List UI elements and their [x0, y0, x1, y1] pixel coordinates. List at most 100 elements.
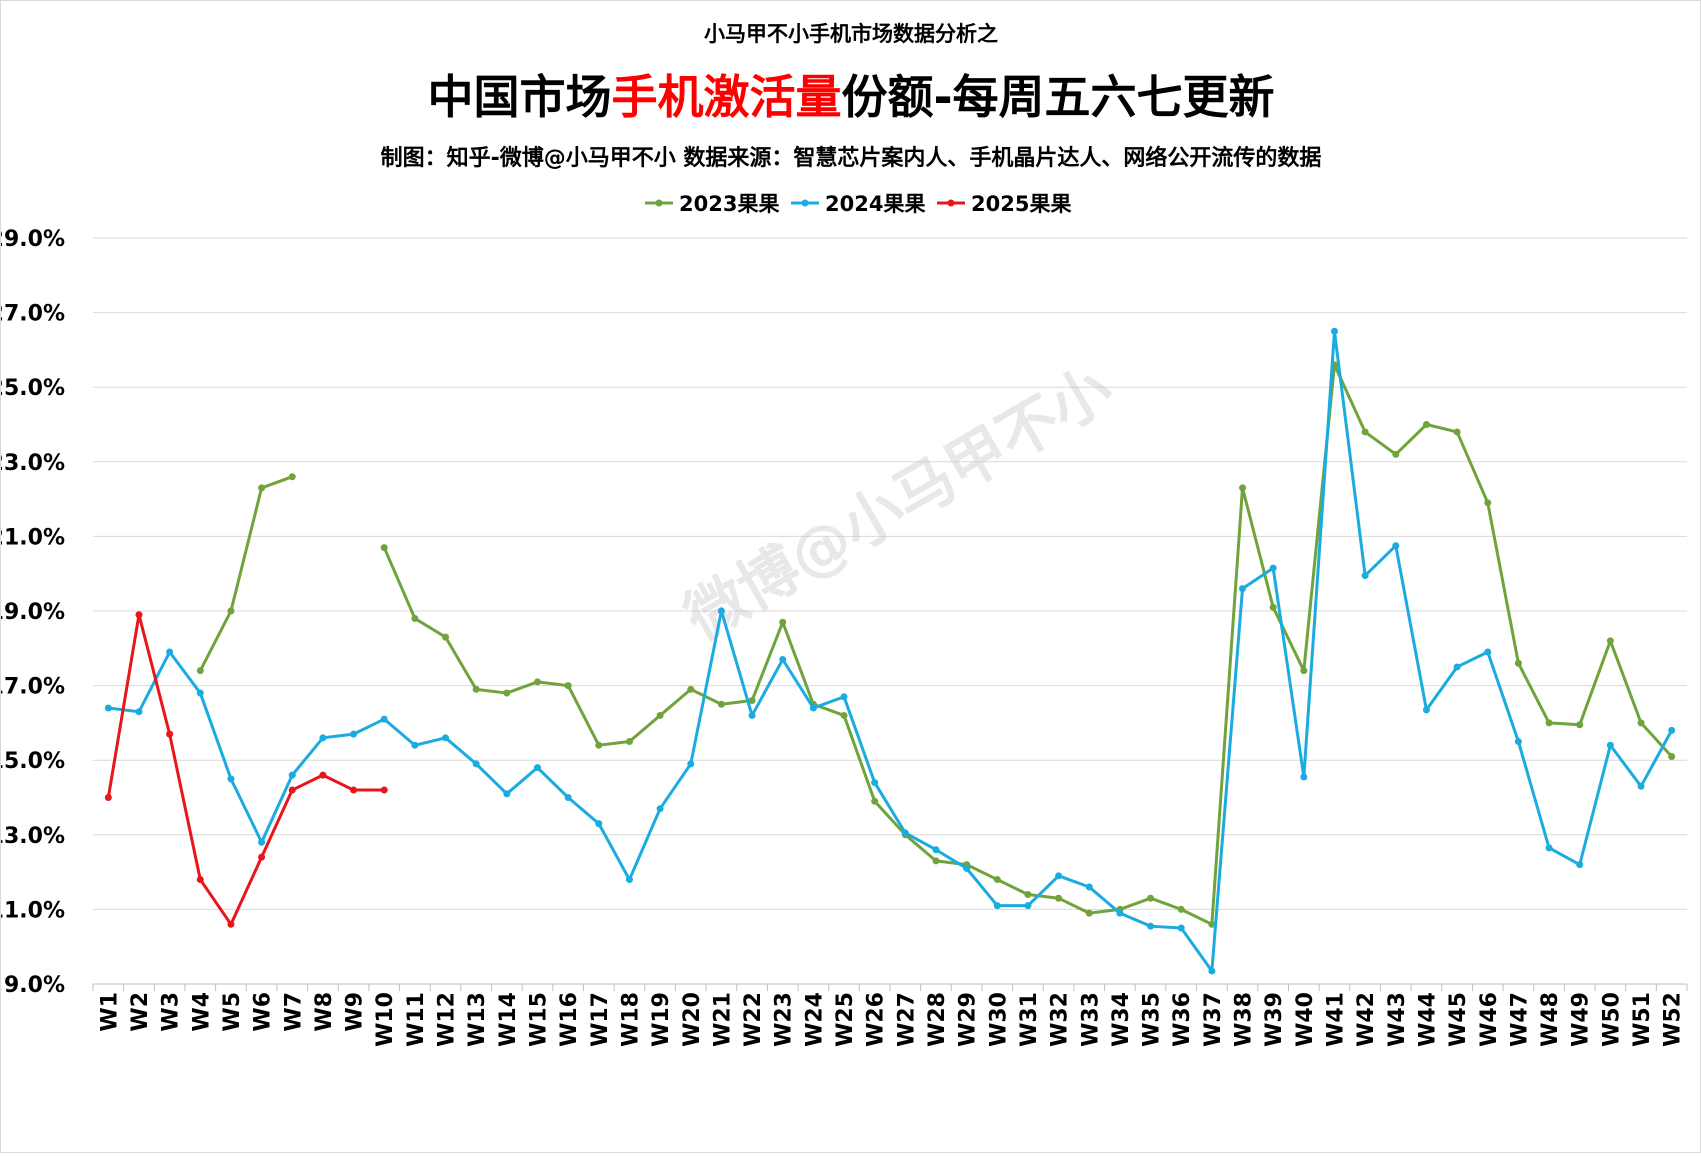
legend-label: 2025果果	[971, 192, 1071, 216]
data-point	[411, 614, 419, 622]
data-point	[1024, 890, 1032, 898]
data-point	[258, 838, 266, 846]
x-tick-label: W9	[343, 992, 368, 1032]
data-point	[1453, 428, 1461, 436]
data-point	[871, 779, 879, 787]
data-point	[288, 771, 296, 779]
data-point	[1422, 421, 1430, 428]
data-point	[993, 876, 1001, 884]
data-point	[963, 864, 971, 872]
x-tick-label: W27	[894, 992, 919, 1047]
data-point	[1269, 603, 1277, 611]
y-axis: 9.0% 11.0% 13.0% 15.0% 17.0% 19.0% 21.0% 23.0% 2…	[0, 227, 65, 998]
data-point	[564, 794, 572, 801]
y-tick-label: 27.0%	[1, 302, 65, 327]
data-point	[1514, 738, 1522, 746]
x-tick-label: W3	[159, 992, 184, 1032]
x-tick-label: W49	[1569, 992, 1594, 1047]
x-tick-label: W7	[281, 992, 306, 1032]
x-tick-label: W29	[956, 992, 981, 1047]
data-point	[1208, 920, 1216, 928]
data-point	[1055, 894, 1063, 902]
x-tick-label: W38	[1232, 992, 1257, 1047]
data-point	[564, 682, 572, 690]
data-point	[1239, 585, 1247, 593]
data-point	[1024, 902, 1032, 910]
data-point	[503, 689, 511, 697]
data-point	[472, 685, 480, 693]
data-point	[687, 760, 695, 768]
data-point	[227, 920, 235, 928]
data-point	[656, 711, 664, 719]
data-point	[104, 794, 112, 801]
chart-gridlines	[93, 237, 1687, 985]
x-tick-label: W17	[588, 992, 613, 1047]
x-tick-label: W16	[557, 992, 582, 1047]
y-tick-label: 11.0%	[1, 898, 65, 923]
data-point	[135, 611, 143, 619]
data-point	[840, 693, 848, 701]
x-tick-label: W37	[1201, 992, 1226, 1047]
data-point	[380, 544, 388, 552]
series-line	[106, 613, 385, 926]
data-point	[166, 648, 174, 656]
data-point	[1392, 450, 1400, 458]
x-tick-label: W52	[1661, 992, 1686, 1047]
data-point	[442, 734, 450, 742]
data-point	[1055, 872, 1063, 880]
data-point	[1361, 572, 1369, 580]
data-point	[1545, 719, 1553, 727]
x-tick-label: W2	[128, 992, 153, 1032]
x-tick-label: W40	[1293, 992, 1318, 1047]
data-point	[411, 741, 419, 749]
y-tick-label: 15.0%	[1, 749, 65, 774]
data-point	[227, 607, 235, 615]
x-tick-label: W34	[1109, 992, 1134, 1047]
legend-item: 2023果果	[645, 192, 779, 216]
data-point	[595, 820, 603, 828]
data-point	[1330, 327, 1338, 335]
data-point	[1147, 894, 1155, 902]
y-tick-label: 9.0%	[4, 973, 65, 998]
x-tick-label: W43	[1385, 992, 1410, 1047]
x-tick-label: W41	[1323, 992, 1348, 1047]
data-point	[258, 853, 266, 861]
chart-legend: 2023果果 2024果果 2025果果	[645, 192, 1071, 216]
y-tick-label: 29.0%	[1, 227, 65, 252]
x-tick-label: W44	[1415, 992, 1440, 1047]
data-point	[625, 738, 633, 746]
data-point	[319, 771, 327, 779]
x-tick-label: W4	[189, 992, 214, 1032]
data-point	[779, 655, 787, 663]
data-point	[1484, 499, 1492, 507]
data-point	[533, 764, 541, 772]
y-tick-label: 21.0%	[1, 525, 65, 550]
x-tick-label: W23	[772, 992, 797, 1047]
data-point	[227, 775, 235, 783]
data-point	[1208, 967, 1216, 975]
x-tick-label: W39	[1262, 992, 1287, 1047]
data-point	[1668, 752, 1676, 760]
data-point	[1085, 883, 1093, 891]
legend-label: 2024果果	[825, 192, 925, 216]
data-point	[1269, 564, 1277, 572]
data-point	[840, 711, 848, 719]
data-point	[779, 618, 787, 626]
legend-label: 2023果果	[679, 192, 779, 216]
series-group	[104, 611, 388, 928]
data-point	[717, 700, 725, 708]
data-point	[442, 633, 450, 641]
data-point	[1085, 909, 1093, 917]
data-point	[380, 715, 388, 723]
data-point	[503, 790, 511, 798]
x-tick-label: W47	[1507, 992, 1532, 1047]
data-point	[1637, 719, 1645, 727]
y-tick-label: 23.0%	[1, 451, 65, 476]
data-point	[533, 678, 541, 686]
data-point	[1453, 663, 1461, 671]
data-point	[472, 760, 480, 768]
data-point	[748, 697, 756, 705]
data-point	[1361, 428, 1369, 436]
x-tick-label: W12	[435, 992, 460, 1047]
data-point	[1576, 721, 1584, 729]
